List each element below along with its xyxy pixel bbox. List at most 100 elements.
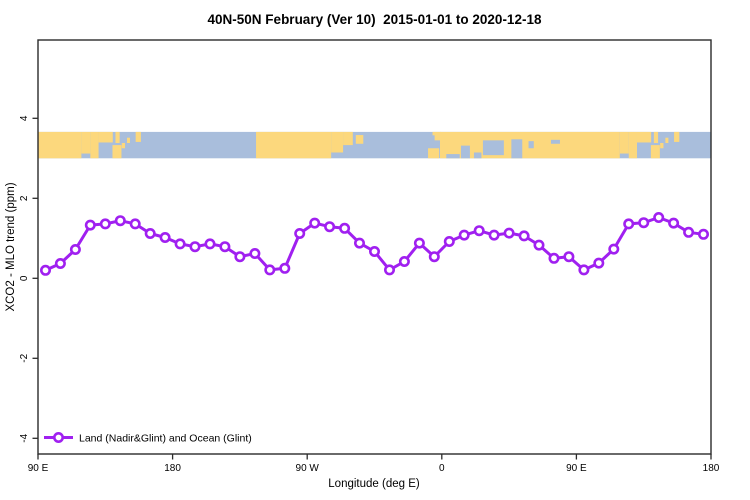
data-point-marker <box>249 248 261 260</box>
data-point-marker <box>563 251 575 263</box>
land-patch <box>665 137 669 143</box>
ocean-patch <box>511 139 523 159</box>
ocean-patch <box>446 154 460 159</box>
land-patch <box>115 131 120 143</box>
land-patch <box>636 131 652 143</box>
data-point-marker <box>413 237 425 249</box>
data-point-marker <box>368 246 380 258</box>
land-patch <box>81 131 91 154</box>
data-series <box>39 212 709 276</box>
data-point-marker <box>114 215 126 227</box>
y-tick-label: -4 <box>19 433 30 442</box>
land-ocean-map-strip <box>38 131 711 159</box>
data-point-marker <box>443 236 455 248</box>
data-point-marker <box>54 257 66 269</box>
axes: 90 E 180 90 W 0 90 E 180 4 2 0 -2 -4 <box>19 115 720 474</box>
data-point-marker <box>473 225 485 237</box>
legend: Land (Nadir&Glint) and Ocean (Glint) <box>44 431 252 445</box>
land-patch <box>90 131 99 159</box>
land-patch <box>135 131 141 142</box>
data-point-marker <box>623 218 635 230</box>
land-patch <box>256 131 332 159</box>
data-point-marker <box>488 229 500 241</box>
land-patch <box>650 145 660 159</box>
data-point-marker <box>398 255 410 267</box>
land-patch <box>98 131 113 143</box>
land-patch <box>112 145 122 159</box>
data-point-marker <box>129 218 141 230</box>
data-point-marker <box>339 222 351 234</box>
y-tick-label: 0 <box>19 275 30 281</box>
data-point-marker <box>279 262 291 274</box>
land-patch <box>432 131 441 136</box>
x-tick-label: 90 W <box>296 463 320 474</box>
data-point-marker <box>294 228 306 240</box>
data-point-marker <box>189 241 201 253</box>
data-point-marker <box>428 251 440 263</box>
land-patch <box>126 137 130 143</box>
data-point-marker <box>324 221 336 233</box>
land-patch <box>121 142 126 149</box>
data-point-marker <box>353 237 365 249</box>
legend-marker-icon <box>52 431 64 443</box>
land-patch <box>660 142 664 149</box>
data-point-marker <box>204 238 216 250</box>
data-point-marker <box>668 217 680 229</box>
data-point-marker <box>219 241 231 253</box>
land-patch <box>653 131 659 143</box>
data-point-marker <box>593 257 605 269</box>
x-axis-label: Longitude (deg E) <box>328 478 420 490</box>
plot-border <box>37 39 712 455</box>
data-point-marker <box>518 230 530 242</box>
data-point-marker <box>99 218 111 230</box>
land-patch <box>343 131 353 146</box>
ocean-patch <box>482 140 504 156</box>
data-point-marker <box>309 217 321 229</box>
land-patch <box>434 134 441 141</box>
x-tick-label: 180 <box>703 463 720 474</box>
data-point-marker <box>174 238 186 250</box>
ocean-patch <box>473 152 482 159</box>
land-patch <box>355 135 364 144</box>
x-tick-label: 90 E <box>566 463 587 474</box>
chart-title: 40N-50N February (Ver 10) 2015-01-01 to … <box>207 12 542 27</box>
x-tick-label: 0 <box>439 463 445 474</box>
land-patch <box>331 131 344 153</box>
y-tick-label: 4 <box>19 115 30 121</box>
data-point-marker <box>159 232 171 244</box>
data-point-marker <box>144 228 156 240</box>
x-tick-label: 90 E <box>28 463 49 474</box>
data-point-marker <box>578 264 590 276</box>
ocean-patch <box>550 139 560 144</box>
ocean-patch <box>528 141 534 149</box>
x-tick-label: 180 <box>164 463 181 474</box>
data-point-marker <box>683 226 695 238</box>
land-patch <box>428 148 440 159</box>
land-patch <box>619 131 629 154</box>
y-axis-label: XCO2 - MLO trend (ppm) <box>5 182 17 311</box>
data-point-marker <box>638 217 650 229</box>
data-point-marker <box>39 264 51 276</box>
data-point-marker <box>383 264 395 276</box>
data-point-marker <box>608 243 620 255</box>
land-patch <box>38 131 82 159</box>
data-point-marker <box>264 264 276 276</box>
data-point-marker <box>548 252 560 264</box>
land-patch <box>628 131 637 159</box>
y-tick-label: 2 <box>19 195 30 201</box>
data-point-marker <box>503 227 515 239</box>
data-point-marker <box>458 229 470 241</box>
data-point-marker <box>653 212 665 224</box>
data-point-marker <box>84 219 96 231</box>
series-line <box>44 216 705 272</box>
data-point-marker <box>697 228 709 240</box>
data-point-marker <box>533 239 545 251</box>
legend-label: Land (Nadir&Glint) and Ocean (Glint) <box>79 433 252 445</box>
data-point-marker <box>234 251 246 263</box>
y-tick-label: -2 <box>19 353 30 362</box>
land-patch <box>674 131 680 142</box>
data-point-marker <box>69 244 81 256</box>
ocean-patch <box>460 145 470 159</box>
